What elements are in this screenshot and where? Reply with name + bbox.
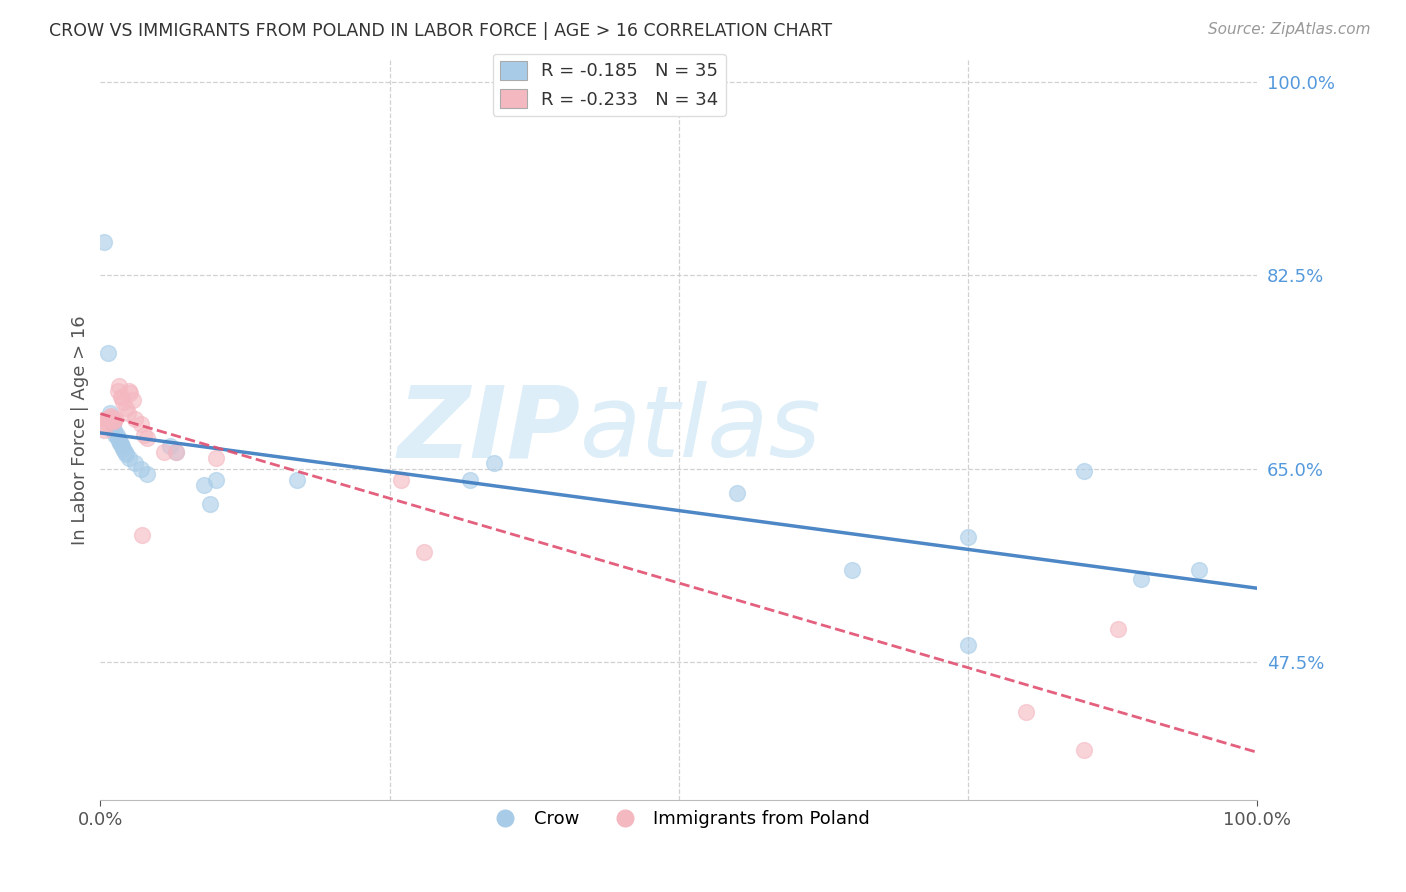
Point bbox=[108, 436, 131, 450]
Point bbox=[482, 456, 505, 470]
Point bbox=[1073, 743, 1095, 757]
Point bbox=[110, 437, 132, 451]
Point bbox=[285, 473, 308, 487]
Point bbox=[1107, 622, 1129, 636]
Point bbox=[165, 445, 187, 459]
Point bbox=[135, 467, 157, 482]
Point bbox=[841, 563, 863, 577]
Point bbox=[118, 450, 141, 465]
Point bbox=[118, 384, 141, 399]
Point bbox=[114, 445, 136, 459]
Point bbox=[111, 440, 134, 454]
Point bbox=[135, 431, 157, 445]
Point bbox=[98, 409, 121, 424]
Point bbox=[98, 406, 121, 420]
Point bbox=[114, 447, 136, 461]
Point bbox=[121, 393, 143, 408]
Point bbox=[103, 414, 125, 428]
Point bbox=[101, 414, 124, 428]
Y-axis label: In Labor Force | Age > 16: In Labor Force | Age > 16 bbox=[72, 315, 89, 545]
Point bbox=[413, 544, 436, 558]
Point bbox=[134, 428, 156, 442]
Point bbox=[96, 412, 118, 426]
Text: ZIP: ZIP bbox=[398, 382, 581, 478]
Legend: Crow, Immigrants from Poland: Crow, Immigrants from Poland bbox=[479, 803, 877, 836]
Point bbox=[101, 417, 124, 432]
Point bbox=[112, 395, 135, 409]
Point bbox=[101, 412, 124, 426]
Point bbox=[103, 423, 125, 437]
Point bbox=[460, 473, 482, 487]
Point bbox=[389, 473, 412, 487]
Point bbox=[93, 423, 115, 437]
Point bbox=[129, 417, 152, 432]
Point bbox=[120, 386, 142, 401]
Point bbox=[104, 428, 127, 442]
Point bbox=[114, 401, 136, 415]
Point bbox=[111, 390, 134, 404]
Point bbox=[101, 412, 124, 426]
Point bbox=[94, 415, 117, 429]
Point bbox=[956, 639, 979, 653]
Point bbox=[153, 445, 176, 459]
Point bbox=[129, 461, 152, 475]
Point bbox=[105, 428, 128, 442]
Point bbox=[94, 417, 117, 432]
Point bbox=[107, 431, 129, 445]
Point bbox=[131, 528, 153, 542]
Point bbox=[124, 412, 146, 426]
Point bbox=[104, 412, 127, 426]
Point bbox=[1188, 563, 1211, 577]
Point bbox=[117, 406, 139, 420]
Point bbox=[112, 442, 135, 456]
Point bbox=[97, 412, 120, 426]
Point bbox=[200, 497, 222, 511]
Point bbox=[97, 345, 120, 359]
Point bbox=[205, 473, 228, 487]
Point bbox=[165, 445, 187, 459]
Text: Source: ZipAtlas.com: Source: ZipAtlas.com bbox=[1208, 22, 1371, 37]
Point bbox=[110, 390, 132, 404]
Point bbox=[100, 409, 122, 423]
Point bbox=[159, 440, 181, 454]
Point bbox=[1073, 464, 1095, 478]
Point bbox=[1015, 705, 1038, 719]
Point bbox=[93, 235, 115, 249]
Point bbox=[725, 486, 748, 500]
Point bbox=[956, 530, 979, 544]
Point bbox=[107, 384, 129, 399]
Point bbox=[124, 456, 146, 470]
Point bbox=[108, 378, 131, 392]
Point bbox=[205, 450, 228, 465]
Text: atlas: atlas bbox=[581, 382, 823, 478]
Text: CROW VS IMMIGRANTS FROM POLAND IN LABOR FORCE | AGE > 16 CORRELATION CHART: CROW VS IMMIGRANTS FROM POLAND IN LABOR … bbox=[49, 22, 832, 40]
Point bbox=[1130, 572, 1153, 586]
Point bbox=[193, 478, 215, 492]
Point bbox=[108, 434, 131, 448]
